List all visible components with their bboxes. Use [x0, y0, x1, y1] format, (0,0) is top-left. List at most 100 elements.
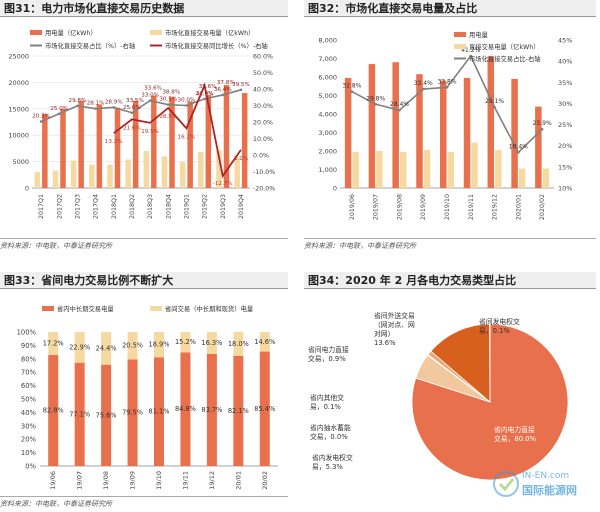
watermark: IN-EN.com 国际能源网 [492, 458, 592, 506]
series-label: 33.5% [126, 98, 144, 104]
y-left-tick: 25000 [8, 53, 29, 61]
y-left-tick: 0 [25, 185, 29, 193]
y-right-tick: 0.0% [253, 153, 269, 160]
share-point [469, 54, 473, 58]
y-left-tick: 3,000 [318, 129, 337, 137]
bar-power [151, 95, 157, 188]
share-point [148, 99, 152, 102]
share-point [166, 103, 170, 106]
label-intra: 85.4% [254, 405, 275, 413]
pie-label: 省间外送交易 [374, 311, 415, 320]
source-note: 资料来源：中电联，中泰证券研究所 [0, 496, 288, 509]
share-point [221, 93, 225, 97]
bar-trade [125, 159, 131, 188]
share-label: 20.3% [32, 114, 50, 120]
bar-trade [52, 170, 59, 188]
y-tick: 90% [21, 342, 37, 350]
bar-trade [471, 142, 478, 188]
share-point [421, 87, 425, 91]
x-tick: 2019/09 [129, 471, 137, 490]
growth-label: 42.2% [196, 91, 214, 97]
y-right-tick: 10.0% [253, 136, 273, 143]
pie-label: 省内电力直接 [494, 425, 535, 434]
share-point [445, 86, 449, 89]
share-label: 29.1% [485, 98, 504, 105]
bar-power [42, 114, 48, 188]
share-point [398, 108, 401, 112]
legend-item-intra-swatch [42, 306, 54, 311]
y-tick: 20% [21, 436, 37, 444]
legend-item-trade-label: 直接交易电量（亿kWh） [469, 42, 540, 51]
growth-label: 3.1% [234, 156, 248, 162]
bar-power [205, 95, 212, 188]
growth-label: 13.2% [105, 139, 123, 145]
series-growth-line [113, 82, 242, 179]
share-point [94, 107, 97, 110]
bar-intra [74, 362, 85, 466]
y-right-tick: -10.0% [253, 169, 275, 176]
bar-power [416, 74, 423, 188]
y-right-tick: 45% [558, 37, 572, 45]
pie-label: 省间发电权交 [479, 317, 520, 326]
bar-power [463, 77, 471, 188]
bar-inter [206, 332, 217, 354]
bar-trade [198, 152, 204, 188]
pie-label: 对网） [374, 329, 394, 338]
share-label: 28.1% [87, 101, 105, 107]
label-inter: 18.9% [149, 341, 170, 349]
pie-label: 省内发电权交 [312, 453, 353, 462]
share-label: 32.8% [342, 83, 361, 90]
bar-trade [161, 156, 168, 188]
y-left-tick: 5,000 [318, 92, 337, 100]
bar-power [344, 77, 352, 188]
share-label: 34.0% [196, 91, 214, 97]
bar-inter [180, 332, 191, 353]
x-tick: 2018Q1 [111, 194, 118, 219]
share-label: 18.4% [509, 143, 528, 150]
y-right-tick: 30% [558, 100, 572, 108]
x-tick: 2019Q3 [220, 194, 227, 219]
share-point [39, 120, 43, 123]
legend-item-power-swatch [454, 32, 466, 37]
label-inter: 24.4% [96, 344, 117, 352]
share-point [57, 112, 61, 116]
y-right-tick: 40% [558, 58, 572, 66]
share-point [185, 104, 188, 107]
y-tick: 60% [21, 382, 37, 390]
chart-fig32: 0 1,000 2,000 3,000 4,000 5,000 6,000 7,000 8,00… [318, 30, 572, 220]
y-tick: 70% [21, 369, 37, 377]
bar-trade [34, 172, 41, 188]
pie-slice [430, 323, 491, 403]
bar-inter [233, 331, 244, 356]
y-left-tick: 10000 [8, 132, 29, 140]
label-intra: 82.1% [228, 407, 249, 415]
y-left-tick: 5000 [12, 158, 29, 166]
y-right-tick: 20.0% [253, 120, 273, 127]
x-tick: 2020/02 [539, 194, 546, 220]
bar-power [368, 64, 376, 188]
share-label: 25.6% [123, 105, 141, 111]
bar-inter [101, 332, 112, 365]
legend-item-growth-label: 市场化直接交易同比增长（%）-右轴 [165, 41, 268, 50]
x-tick: 2018Q4 [165, 194, 172, 219]
x-tick: 2019/08 [102, 471, 110, 490]
bar-power [535, 106, 542, 188]
share-point [76, 104, 79, 108]
legend-item-power-label: 用电量 [469, 30, 489, 39]
bar-intra [101, 364, 112, 466]
bar-trade [447, 151, 454, 188]
bar-inter [154, 332, 164, 358]
label-inter: 20.5% [122, 342, 143, 350]
growth-label: -12.7% [213, 181, 233, 187]
panel-title: 图32：市场化直接交易电量及占比 [304, 0, 596, 17]
share-point [350, 90, 354, 93]
pie-label: 省内其他交 [310, 393, 344, 402]
legend-item-trade-swatch [150, 30, 162, 35]
share-label: 29.8% [69, 98, 87, 104]
x-tick: 2019/06 [349, 194, 356, 220]
pie-label: 省内抽水蓄能 [310, 423, 351, 432]
x-tick: 2019Q2 [202, 194, 209, 219]
share-point [493, 105, 496, 109]
bar-power [241, 92, 248, 188]
chart-fig31: 用电量（亿kWh） 市场化直接交易电量（亿kWh） 市场化直接交易占比（%）-右轴 市… [8, 28, 275, 219]
